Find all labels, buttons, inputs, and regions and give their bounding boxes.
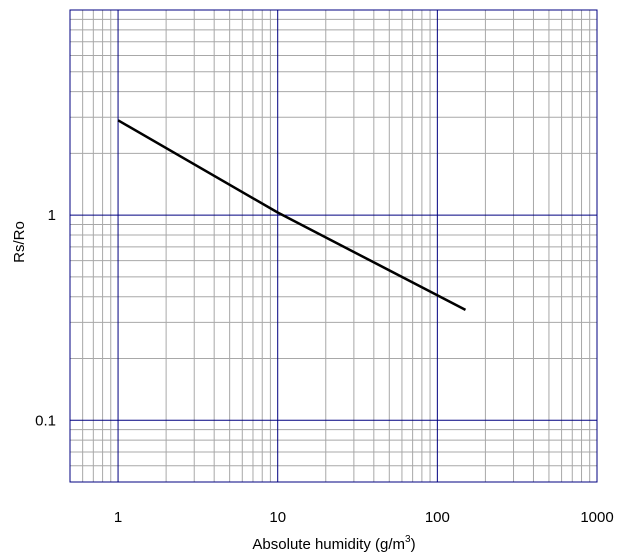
x-tick-label: 1000 xyxy=(580,509,613,526)
series-layer xyxy=(117,119,467,312)
y-tick-labels: 10.1 xyxy=(35,207,56,429)
x-axis-label: Absolute humidity (g/m3) xyxy=(252,534,415,553)
minor-gridlines xyxy=(70,10,597,482)
y-tick-label: 0.1 xyxy=(35,412,56,429)
y-axis-label: Rs/Ro xyxy=(11,221,28,263)
x-tick-labels: 1 10 100 1000 xyxy=(114,509,614,526)
y-tick-label: 1 xyxy=(48,207,56,224)
x-tick-label: 100 xyxy=(425,509,450,526)
plot-frame xyxy=(69,9,598,483)
x-tick-label: 10 xyxy=(269,509,286,526)
x-tick-label: 1 xyxy=(114,509,122,526)
series-line xyxy=(117,119,467,312)
major-gridlines xyxy=(70,10,597,482)
